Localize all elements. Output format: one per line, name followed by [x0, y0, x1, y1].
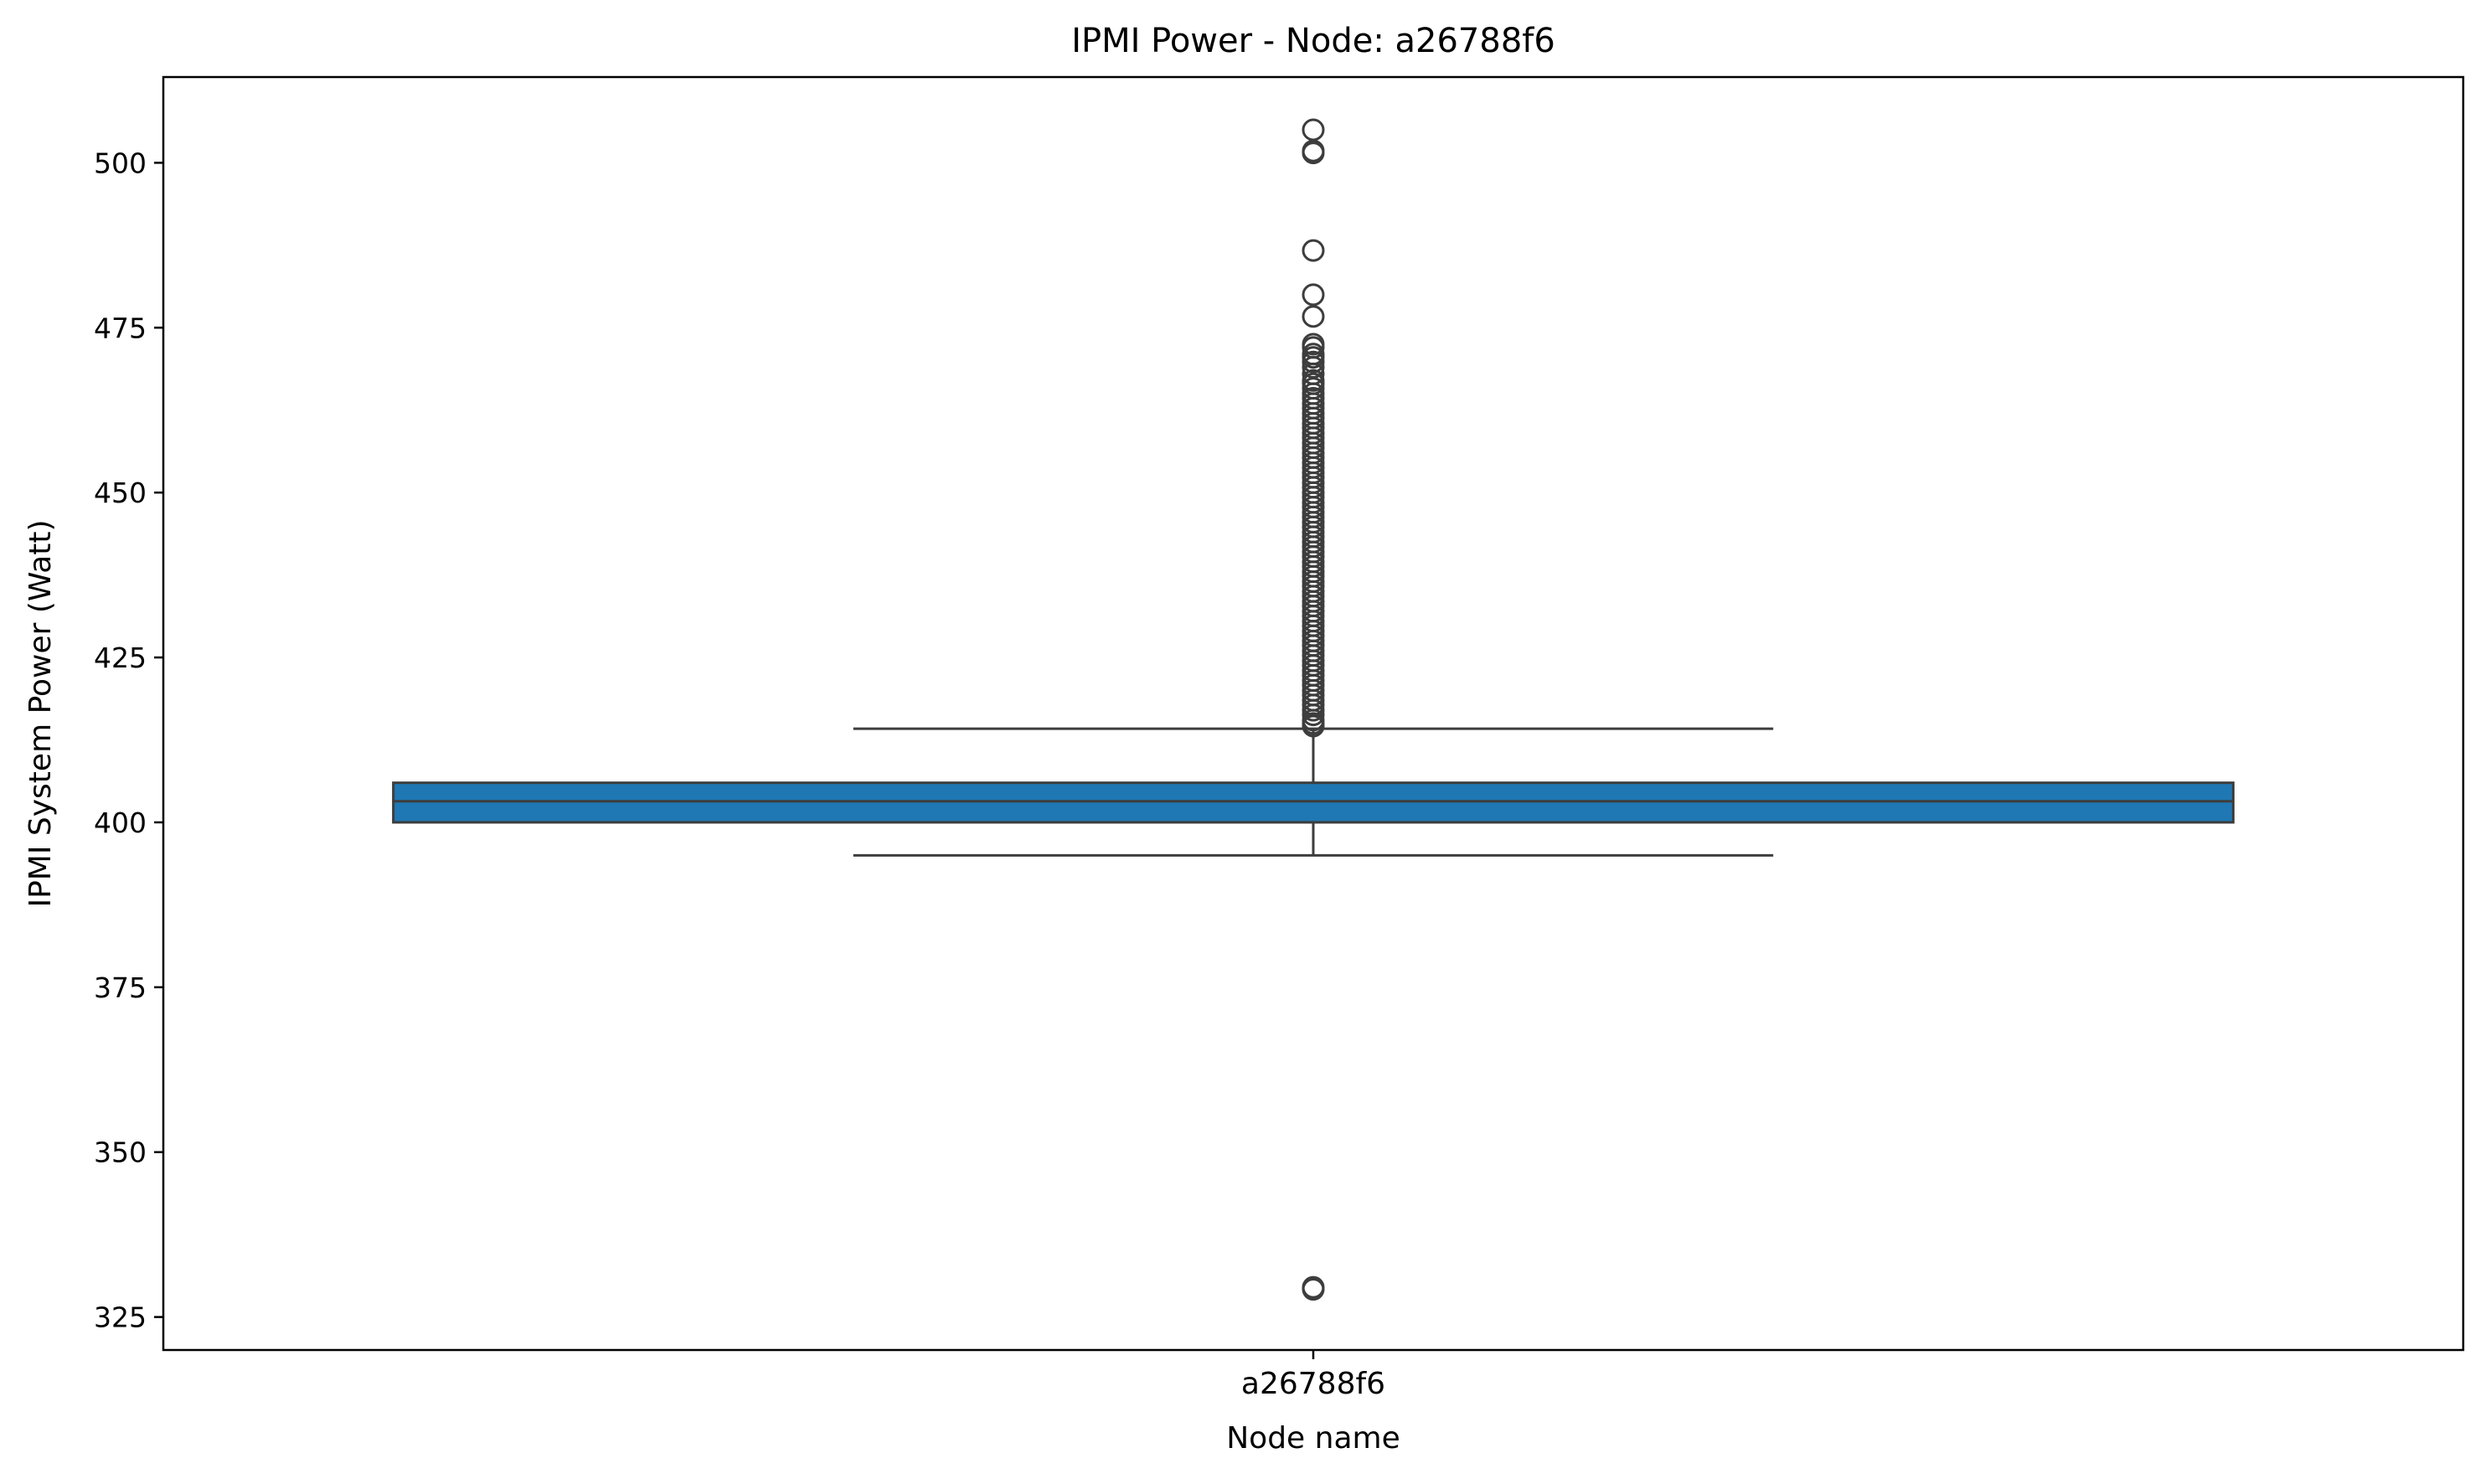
x-axis-label: Node name	[1226, 1421, 1400, 1456]
outlier-point	[1302, 305, 1325, 328]
x-axis: a26788f6	[1241, 1350, 1385, 1401]
outlier-point	[1302, 142, 1325, 165]
y-axis-label: IPMI System Power (Watt)	[23, 519, 58, 907]
y-tick-label: 375	[94, 971, 147, 1004]
outlier-point	[1302, 714, 1325, 738]
outlier-point	[1302, 1278, 1325, 1301]
chart-title: IPMI Power - Node: a26788f6	[1071, 22, 1555, 60]
y-tick-label: 500	[94, 147, 147, 179]
x-tick-label: a26788f6	[1241, 1367, 1385, 1401]
box-group	[392, 118, 2235, 1301]
y-tick-label: 400	[94, 806, 147, 839]
y-tick-label: 325	[94, 1301, 147, 1334]
y-tick-label: 450	[94, 477, 147, 509]
y-axis: 325 350 375 400 425 450 475 500	[94, 147, 163, 1334]
outlier-point	[1302, 350, 1325, 374]
box-iqr	[392, 781, 2235, 824]
plot-area	[392, 118, 2235, 1301]
outlier-point	[1302, 703, 1325, 727]
y-tick-label: 350	[94, 1136, 147, 1169]
outlier-point	[1302, 239, 1325, 262]
outlier-point	[1302, 283, 1325, 307]
y-tick-label: 425	[94, 642, 147, 674]
y-tick-label: 475	[94, 312, 147, 344]
plot-frame	[162, 75, 2465, 1352]
